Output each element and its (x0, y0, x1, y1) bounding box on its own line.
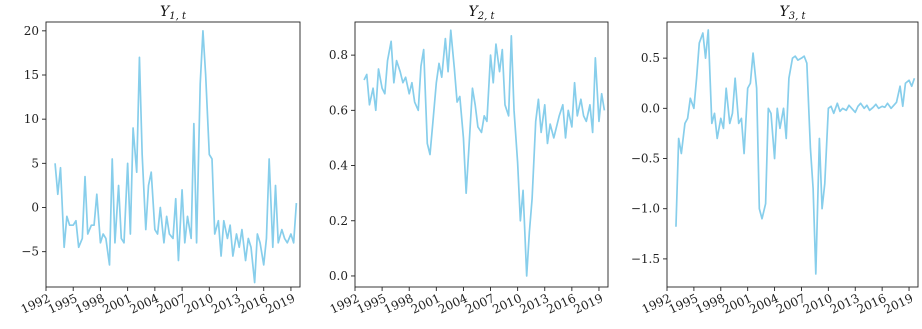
y-tick-label: −5 (21, 245, 39, 259)
series-line-y3 (675, 29, 916, 275)
y-tick-label: −0.5 (631, 152, 660, 166)
y-tick-label: 10 (24, 112, 39, 126)
y-tick-label: 5 (31, 156, 39, 170)
series-line-y2 (363, 29, 606, 277)
y-tick-label: 0.0 (329, 269, 348, 283)
y-tick-label: 0 (31, 201, 39, 215)
y-tick-label: 0.6 (329, 103, 348, 117)
y-axis: 0.0 0.2 0.4 0.6 0.8 (329, 48, 355, 283)
plot-frame (666, 21, 919, 288)
y-tick-label: 0.4 (329, 159, 348, 173)
chart-title: Y1, t (160, 4, 187, 22)
y-tick-label: −1.5 (631, 252, 660, 266)
plot-frame (354, 21, 609, 288)
panel-y2: 0.0 0.2 0.4 0.6 0.8 199219951998200120042007… (328, 4, 609, 317)
y-axis: −1.5 −1.0 −0.5 0.0 0.5 (631, 51, 667, 266)
y-tick-label: 0.8 (329, 48, 348, 62)
y-tick-label: 0.2 (329, 214, 348, 228)
x-tick-label: 2019 (264, 291, 298, 317)
x-tick-label: 2019 (572, 291, 606, 317)
chart-title: Y2, t (469, 4, 496, 22)
chart-title: Y3, t (780, 4, 807, 22)
panel-y3: −1.5 −1.0 −0.5 0.0 0.5 199219951998200120042… (631, 4, 919, 317)
x-tick-label: 2019 (882, 291, 916, 317)
y-tick-label: 15 (24, 68, 39, 82)
y-tick-label: 0.5 (641, 51, 660, 65)
y-axis: −5 0 5 10 15 20 (21, 24, 46, 259)
y-tick-label: 20 (24, 24, 39, 38)
series-line-y1 (54, 29, 298, 284)
y-tick-label: 0.0 (641, 101, 660, 115)
y-tick-label: −1.0 (631, 202, 660, 216)
panel-y1: −5 0 5 10 15 20 19921995199820012004200720102… (19, 4, 301, 317)
plot-frame (45, 21, 301, 288)
